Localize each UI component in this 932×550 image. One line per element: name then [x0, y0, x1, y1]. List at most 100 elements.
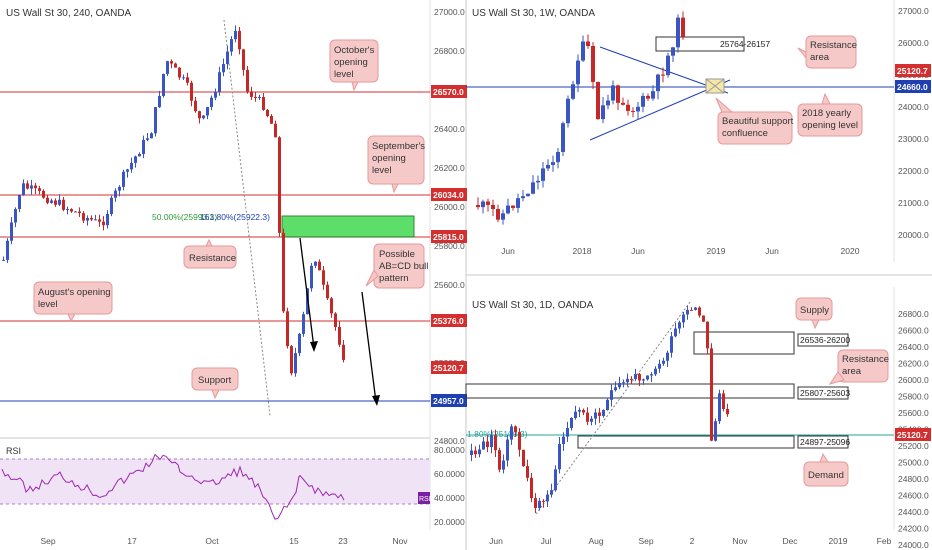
d1-y-tick: 24800.0 — [898, 474, 929, 484]
w1-candle-body — [656, 74, 660, 92]
d1-resistance-box — [465, 383, 795, 399]
h4-candle-body — [326, 284, 329, 299]
d1-candle-body — [518, 432, 521, 450]
callout-support-text: Support — [198, 375, 232, 386]
callout-resistance: Resistance — [183, 238, 237, 269]
d1-candle-body — [510, 426, 513, 440]
d1-candle-body — [706, 321, 709, 349]
h4-y-tick: 26400.0 — [434, 124, 465, 134]
h4-candle-body — [126, 169, 129, 172]
w1-x-tick: Jun — [765, 246, 779, 256]
d1-candle-body — [550, 490, 553, 495]
h4-candle-body — [166, 61, 169, 74]
d1-candle-body — [702, 315, 705, 322]
d1-candle-body — [654, 368, 657, 375]
d1-candle-body — [494, 435, 497, 451]
w1-candle-body — [641, 95, 645, 107]
h4-tag-text: 25120.7 — [433, 363, 464, 373]
h4-tag-text: 26570.0 — [433, 87, 464, 97]
w1-tag-text: 24660.0 — [897, 82, 928, 92]
d1-y-tick: 26200.0 — [898, 359, 929, 369]
h4-x-tick: 23 — [338, 536, 348, 546]
d1-candle-body — [474, 450, 477, 455]
d1-candle-body — [682, 314, 685, 323]
w1-candle-body — [626, 104, 630, 111]
d1-candle-body — [470, 450, 473, 455]
callout-october: October's opening level — [329, 39, 379, 92]
h4-candle-body — [114, 190, 117, 198]
h4-candle-body — [42, 190, 45, 198]
h4-candle-body — [266, 109, 269, 116]
abcd-arrow-2-head — [372, 395, 380, 406]
h4-candle-body — [314, 261, 317, 266]
d1-y-tick: 26400.0 — [898, 342, 929, 352]
h4-candle-body — [150, 133, 153, 139]
rsi-tag-box — [418, 492, 430, 504]
h4-candle-body — [334, 313, 337, 327]
h4-candle-body — [182, 77, 185, 79]
w1-candle-body — [671, 47, 675, 56]
d1-candle-body — [726, 408, 729, 415]
d1-candle-body — [694, 307, 697, 310]
h4-candle-body — [118, 186, 121, 191]
h4-candle-body — [250, 91, 253, 97]
h4-candle-body — [14, 209, 17, 223]
w1-y-tick: 23000.0 — [898, 134, 929, 144]
d1-candle-body — [662, 360, 665, 364]
w1-candle-body — [636, 106, 640, 112]
d1-dotted-trend — [535, 301, 691, 515]
d1-y-tick: 25000.0 — [898, 458, 929, 468]
fib-confluence-zone — [281, 215, 415, 238]
d1-x-tick: Aug — [588, 536, 603, 546]
d1-candle-body — [626, 378, 629, 383]
w1-x-tick: 2020 — [841, 246, 860, 256]
callout-abcd: Possible AB=CD bull pattern — [365, 243, 428, 289]
w1-candle-body — [486, 201, 490, 205]
h4-candle-body — [66, 209, 69, 211]
w1-y-tick: 20000.0 — [898, 230, 929, 240]
d1-candle-body — [618, 382, 621, 388]
w1-x-tick: 2019 — [707, 246, 726, 256]
d1-candle-body — [514, 426, 517, 433]
fib-50-label: 50.00%(25993.3) — [152, 212, 217, 222]
callout-support: Support — [191, 367, 239, 400]
h4-candle-body — [78, 211, 81, 214]
h4-candle-body — [318, 261, 321, 271]
d1-candle-body — [586, 412, 589, 422]
d1-y-tick: 26000.0 — [898, 375, 929, 385]
d1-candle-body — [578, 409, 581, 412]
callout-resistance-text: Resistance — [189, 253, 236, 264]
w1-y-tick: 26000.0 — [898, 38, 929, 48]
w1-candle-body — [531, 182, 535, 194]
w1-candle-body — [676, 17, 680, 48]
w1-candle-body — [611, 85, 615, 101]
h4-candle-body — [110, 197, 113, 214]
d1-demand-label-box — [797, 435, 849, 449]
h4-candle-body — [130, 162, 133, 170]
w1-candle-body — [596, 81, 600, 120]
callout-d1-supply: Supply — [795, 297, 833, 330]
d1-candle-body — [614, 387, 617, 391]
callout-august-l1: August's opening — [38, 287, 111, 298]
h4-candle-body — [234, 30, 237, 40]
w1-candle-body — [546, 164, 550, 169]
h4-x-tick: 17 — [127, 536, 137, 546]
d1-y-axis: 26800.0 26600.0 26400.0 26200.0 26000.0 25800… — [898, 309, 929, 550]
d1-x-tick: Sep — [638, 536, 653, 546]
w1-candle-body — [651, 91, 655, 99]
h4-candle-body — [142, 139, 145, 154]
h4-candle-body — [278, 137, 281, 233]
h4-candle-body — [342, 344, 345, 360]
h4-candle-body — [246, 69, 249, 92]
d1-candle-body — [646, 375, 649, 380]
h4-candle-body — [146, 138, 149, 140]
d1-candle-body — [690, 309, 693, 311]
callout-w1-resistance-area: Resistance area — [797, 35, 857, 69]
w1-tag-text: 25120.7 — [897, 66, 928, 76]
d1-callout-demand-text: Demand — [808, 470, 844, 481]
w1-x-tick: Jun — [501, 246, 515, 256]
w1-candle-body — [501, 213, 505, 220]
h4-candle-body — [162, 73, 165, 96]
w1-x-axis: Jun 2018 Jun 2019 Jun 2020 — [501, 246, 860, 256]
w1-title: US Wall St 30, 1W, OANDA — [472, 8, 595, 19]
